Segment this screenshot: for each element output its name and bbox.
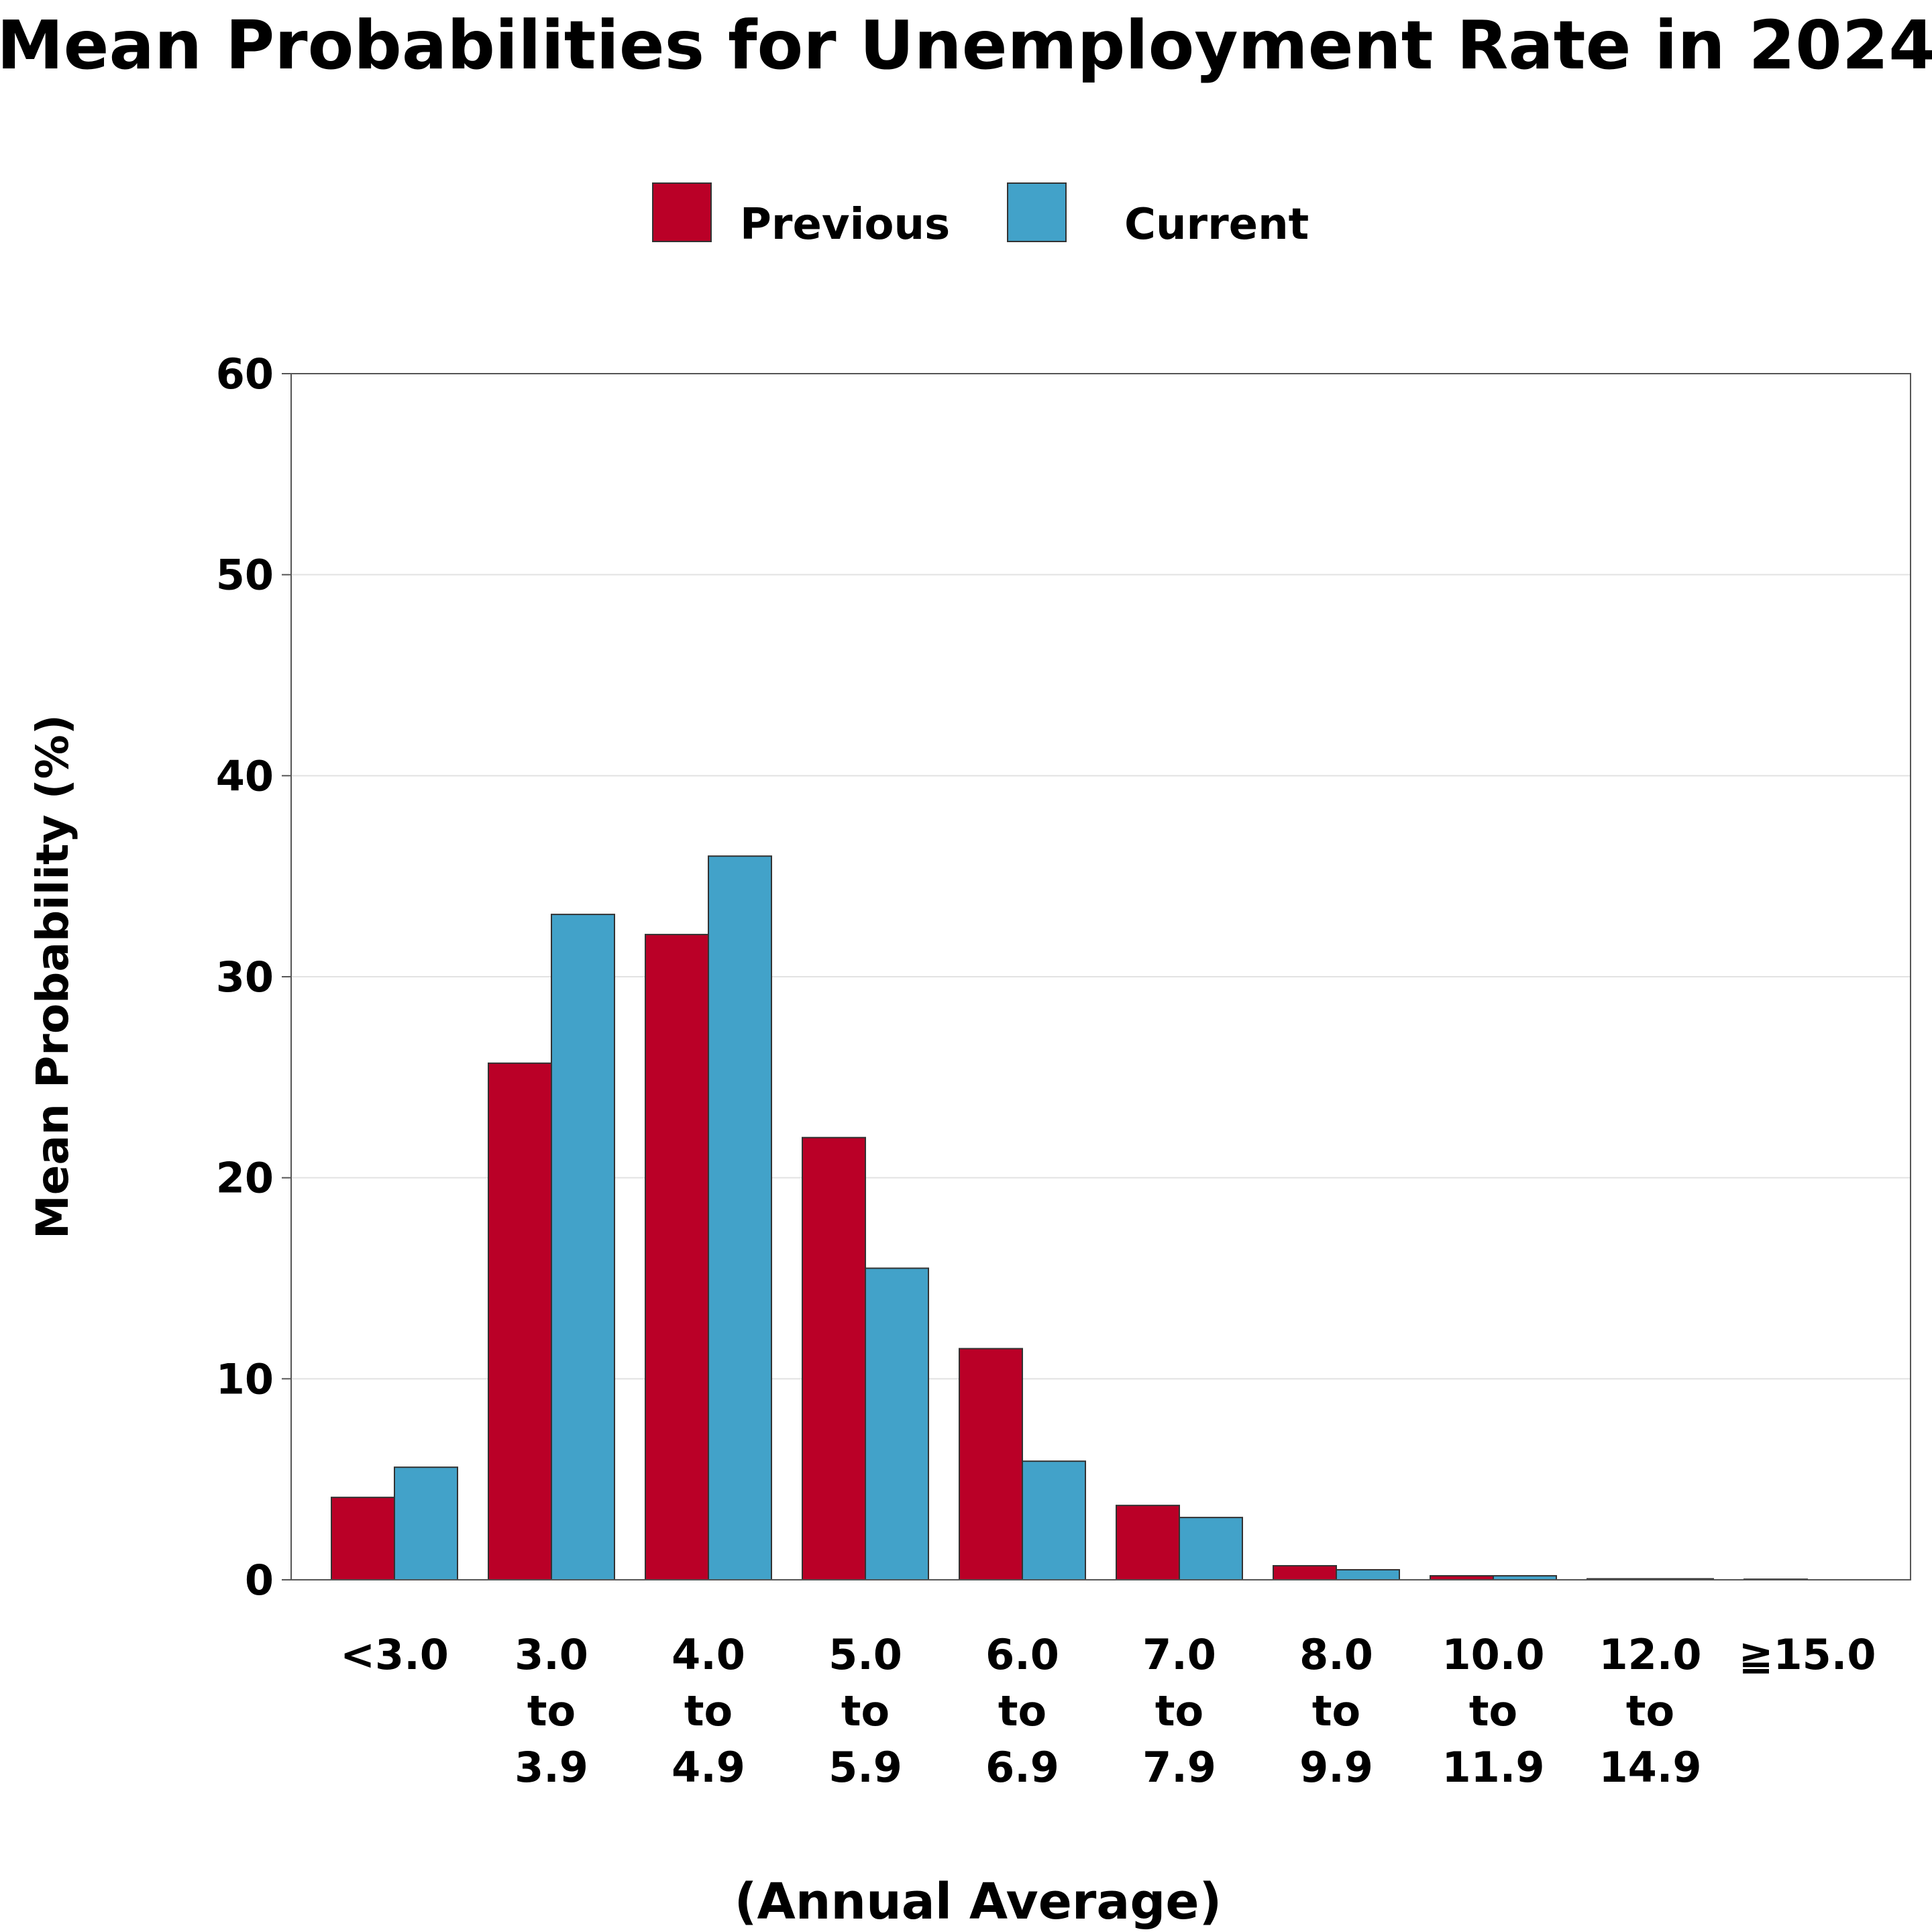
bar-previous-1: [488, 1062, 552, 1580]
x-tick-label: ≧15.0: [1739, 1630, 1876, 1679]
bar-current-3: [865, 1267, 929, 1581]
bar-previous-2: [645, 934, 709, 1580]
x-axis-ticks: <3.0 3.0 to 3.9 4.0 to 4.9 5.0 to 5.9 6.0 to 6.9 7.0 t…: [340, 1630, 1876, 1792]
y-tick-label: 0: [245, 1556, 274, 1605]
x-tick-label: 8.0: [1299, 1630, 1373, 1679]
legend-label-previous: Previous: [740, 200, 950, 250]
x-tick-label: to: [1626, 1686, 1674, 1735]
y-tick-label: 40: [216, 751, 274, 800]
bars: [331, 855, 1808, 1581]
x-tick-label: 4.9: [672, 1743, 745, 1792]
plot-frame: [290, 373, 1911, 1580]
x-tick-label: 14.9: [1599, 1743, 1702, 1792]
bar-previous-4: [959, 1348, 1023, 1580]
x-tick-label: 6.0: [985, 1630, 1059, 1679]
legend-swatch-previous: [652, 182, 712, 242]
x-tick-label: to: [684, 1686, 733, 1735]
x-tick-label: 7.0: [1142, 1630, 1216, 1679]
chart-title: Mean Probabilities for Unemployment Rate…: [0, 6, 1932, 85]
x-tick-label: 5.0: [828, 1630, 902, 1679]
x-tick-label: 5.9: [828, 1743, 902, 1792]
bar-current-6: [1336, 1569, 1400, 1580]
bar-previous-3: [802, 1136, 866, 1580]
x-tick-label: 4.0: [672, 1630, 745, 1679]
bar-previous-5: [1116, 1505, 1180, 1580]
x-tick-label: 7.9: [1142, 1743, 1216, 1792]
legend-swatch-current: [1007, 182, 1067, 242]
y-tick-label: 20: [216, 1154, 274, 1203]
y-tick-label: 50: [216, 551, 274, 600]
x-tick-label: 9.9: [1299, 1743, 1373, 1792]
x-tick-label: to: [1469, 1686, 1517, 1735]
bar-current-4: [1022, 1460, 1086, 1581]
bar-previous-0: [331, 1497, 395, 1581]
bar-current-5: [1179, 1517, 1243, 1580]
x-tick-label: to: [527, 1686, 576, 1735]
x-tick-label: 6.9: [985, 1743, 1059, 1792]
x-tick-label: 10.0: [1442, 1630, 1545, 1679]
legend-label-current: Current: [1124, 200, 1309, 250]
y-tick-label: 30: [216, 953, 274, 1002]
bar-previous-6: [1273, 1565, 1337, 1581]
x-axis-label: (Annual Average): [735, 1873, 1222, 1931]
x-tick-label: to: [841, 1686, 890, 1735]
bar-current-0: [394, 1466, 458, 1581]
bar-current-2: [708, 855, 772, 1580]
x-tick-label: to: [1155, 1686, 1203, 1735]
y-tick-label: 10: [216, 1354, 274, 1403]
x-tick-label: <3.0: [340, 1630, 449, 1679]
x-tick-label: 3.9: [515, 1743, 588, 1792]
y-axis-ticks: 0 10 20 30 40 50 60: [216, 350, 291, 1605]
legend: Previous Current: [652, 182, 1309, 250]
x-tick-label: to: [998, 1686, 1046, 1735]
x-tick-label: 11.9: [1442, 1743, 1545, 1792]
y-axis-label: Mean Probability (%): [27, 714, 78, 1239]
x-tick-label: 3.0: [515, 1630, 588, 1679]
x-tick-label: to: [1312, 1686, 1360, 1735]
bar-current-1: [551, 914, 615, 1581]
y-tick-label: 60: [216, 350, 274, 398]
x-tick-label: 12.0: [1599, 1630, 1702, 1679]
